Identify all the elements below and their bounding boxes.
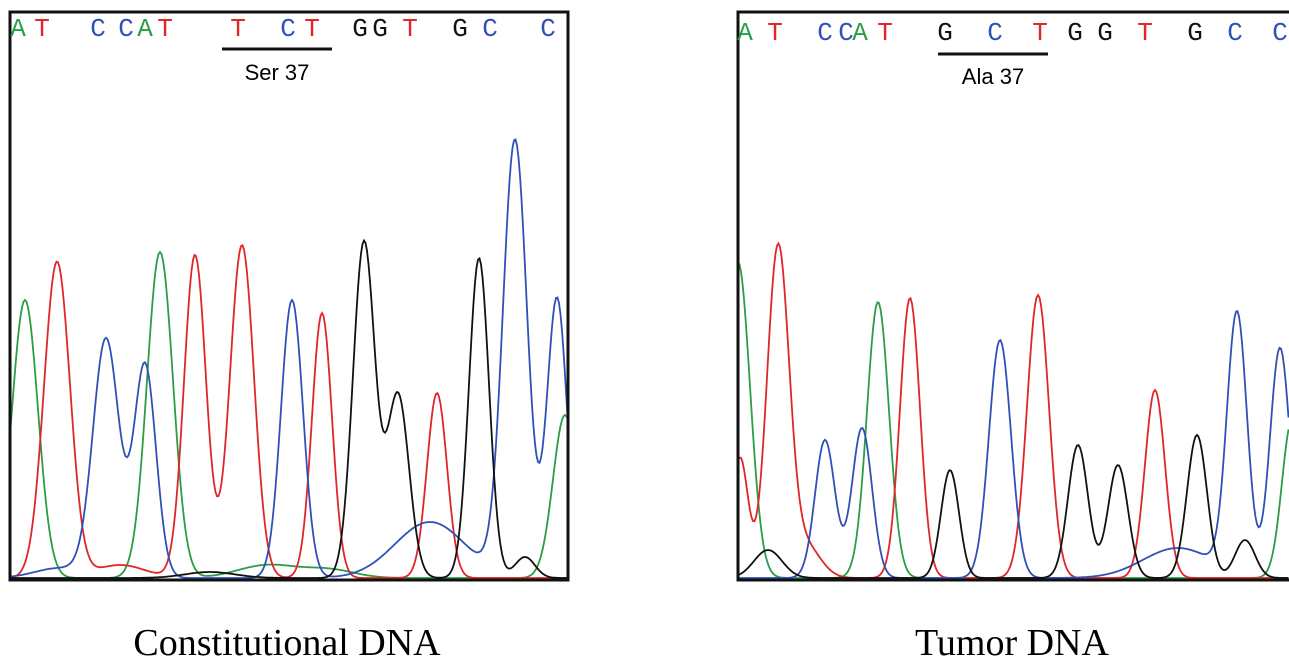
base-call: T	[230, 14, 246, 44]
base-call: T	[767, 18, 783, 48]
base-call: G	[1097, 18, 1113, 48]
traces	[10, 140, 1289, 579]
base-call: A	[10, 14, 26, 44]
base-call: T	[34, 14, 50, 44]
codon-label: Ala 37	[962, 64, 1024, 89]
base-call: T	[1137, 18, 1153, 48]
base-call: G	[937, 18, 953, 48]
base-call: G	[352, 14, 368, 44]
figure: Ser 37 Ala 37 Constitutional DNA Tumor D…	[0, 0, 1289, 669]
base-call: T	[402, 14, 418, 44]
caption: Tumor DNA	[915, 622, 1109, 664]
base-call: C	[118, 14, 134, 44]
base-call: T	[157, 14, 173, 44]
trace	[10, 241, 568, 579]
trace-group	[738, 243, 1289, 578]
trace	[738, 262, 1289, 578]
trace-group	[10, 140, 568, 579]
base-call: T	[877, 18, 893, 48]
base-call: A	[137, 14, 153, 44]
base-call: C	[817, 18, 833, 48]
base-call: C	[1272, 18, 1288, 48]
panel-frame	[738, 12, 1289, 580]
trace	[10, 140, 568, 579]
base-call: G	[452, 14, 468, 44]
base-call: C	[987, 18, 1003, 48]
base-call: C	[280, 14, 296, 44]
base-call: C	[540, 14, 556, 44]
base-call: G	[372, 14, 388, 44]
trace	[738, 311, 1289, 578]
base-call: T	[304, 14, 320, 44]
base-call: T	[1032, 18, 1048, 48]
base-call: C	[1227, 18, 1243, 48]
base-call: C	[90, 14, 106, 44]
base-call: A	[737, 18, 753, 48]
base-call: G	[1187, 18, 1203, 48]
base-call: A	[852, 18, 868, 48]
trace	[738, 243, 1289, 578]
base-call: G	[1067, 18, 1083, 48]
codon-label: Ser 37	[245, 60, 310, 85]
base-call: C	[482, 14, 498, 44]
caption: Constitutional DNA	[133, 622, 441, 664]
